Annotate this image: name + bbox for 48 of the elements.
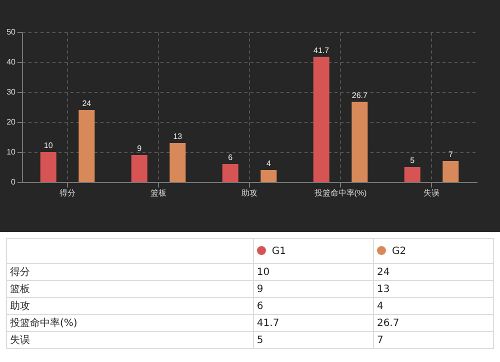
- data-label: 9: [253, 280, 374, 298]
- y-tick-label: 20: [6, 118, 16, 126]
- data-label: 6: [253, 298, 374, 314]
- data-label: 13: [173, 132, 183, 141]
- data-label: 41.7: [314, 46, 330, 55]
- category-label: 得分: [6, 264, 254, 280]
- data-label: 9: [137, 144, 142, 153]
- x-tick-label: 投篮命中率(%): [313, 188, 368, 198]
- y-tick-label: 10: [6, 148, 16, 156]
- bar: [170, 143, 186, 182]
- legend-label: G1: [253, 238, 374, 264]
- bar: [352, 102, 368, 182]
- bar: [260, 170, 277, 182]
- bar: [313, 56, 330, 182]
- x-tick-label: 失误: [424, 188, 440, 198]
- category-label: 助攻: [6, 298, 254, 314]
- y-tick-label: 0: [11, 178, 16, 186]
- x-tick-label: 得分: [60, 188, 76, 198]
- data-label: 10: [44, 141, 54, 150]
- data-label: 6: [228, 153, 234, 162]
- data-label: 7: [373, 332, 494, 348]
- x-tick-label: 篮板: [150, 188, 166, 198]
- legend-label: G2: [373, 238, 494, 264]
- data-label: 26.7: [373, 314, 494, 332]
- bar: [442, 161, 459, 182]
- data-label: 4: [266, 159, 272, 168]
- data-label: 5: [410, 156, 416, 165]
- y-tick-label: 50: [6, 28, 16, 36]
- data-label: 5: [253, 332, 374, 348]
- y-tick-label: 40: [6, 58, 16, 66]
- bar: [131, 155, 148, 182]
- data-label: 24: [82, 99, 92, 108]
- category-label: 失误: [6, 332, 254, 348]
- data-label: 4: [373, 298, 494, 314]
- category-label: 投篮命中率(%): [6, 314, 254, 332]
- category-label: 篮板: [6, 280, 254, 298]
- data-label: 10: [253, 264, 374, 280]
- bar: [222, 164, 238, 182]
- data-label: 13: [373, 280, 494, 298]
- data-label: 7: [448, 150, 454, 159]
- y-tick-label: 30: [6, 88, 16, 96]
- x-tick-label: 助攻: [242, 188, 258, 198]
- bar: [40, 152, 56, 182]
- data-label: 26.7: [352, 90, 368, 100]
- data-label: 24: [373, 264, 494, 280]
- data-label: 41.7: [253, 314, 374, 332]
- bar: [404, 167, 420, 182]
- bar: [78, 110, 95, 182]
